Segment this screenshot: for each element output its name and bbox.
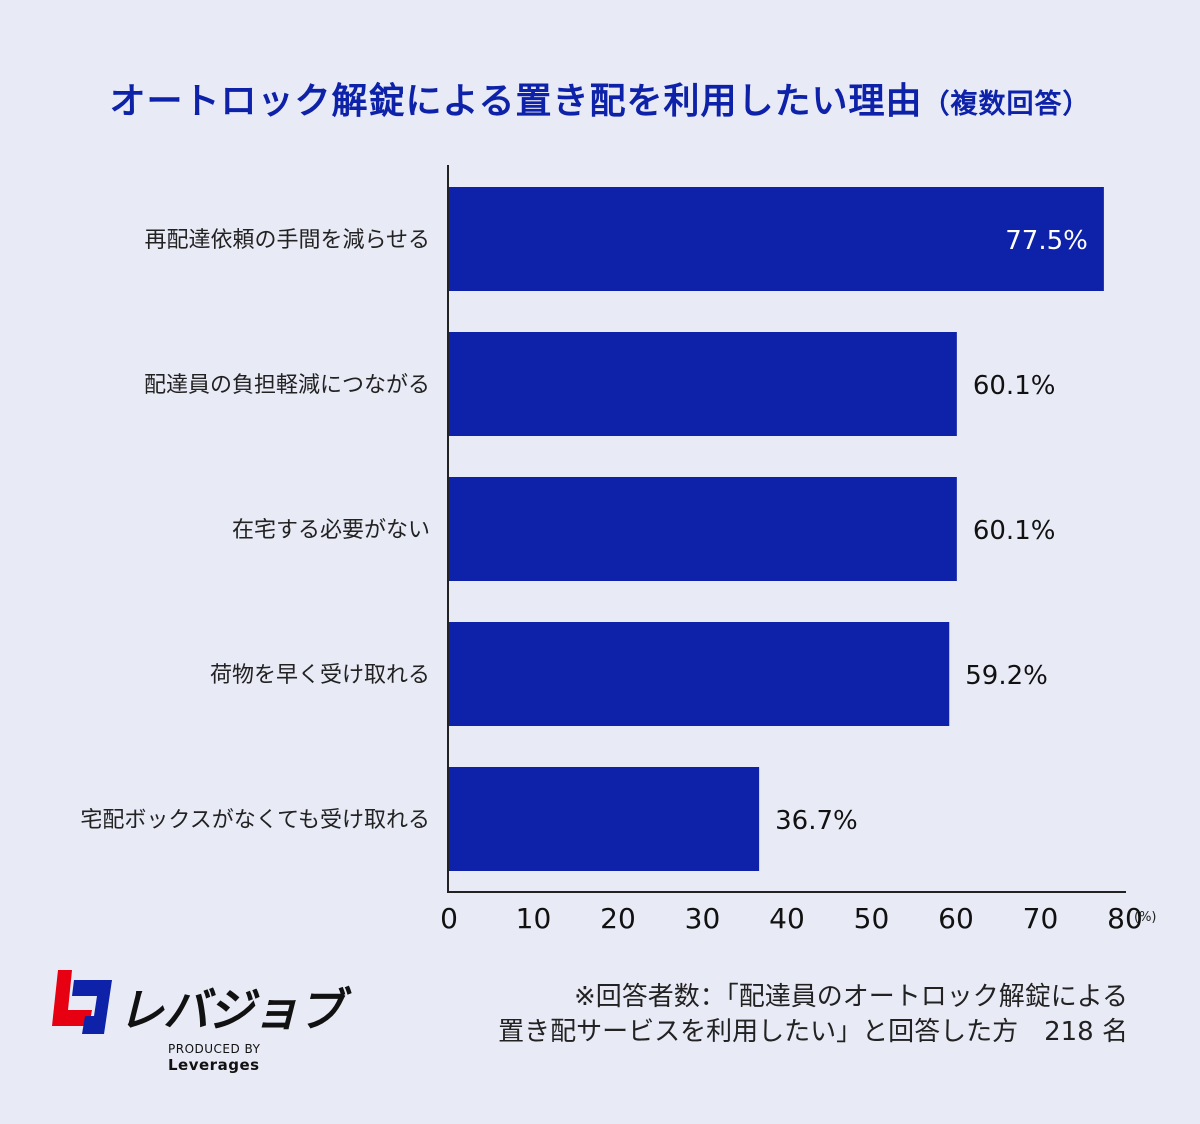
x-axis-unit: (%) <box>1134 910 1157 925</box>
leverages-logo: レバジョブ PRODUCED BY Leverages <box>52 968 352 1074</box>
value-label: 59.2% <box>965 661 1048 691</box>
produced-by-text: PRODUCED BY <box>168 1042 261 1056</box>
bar <box>449 622 950 726</box>
category-label: 配達員の負担軽減につながる <box>144 373 430 398</box>
category-label: 再配達依頼の手間を減らせる <box>144 228 430 253</box>
value-label: 36.7% <box>775 806 858 836</box>
x-tick-label: 80 <box>1107 902 1143 935</box>
x-tick-label: 50 <box>854 902 890 935</box>
footnote-line-1: ※回答者数：「配達員のオートロック解錠による <box>573 982 1128 1012</box>
x-tick-label: 60 <box>938 902 974 935</box>
x-tick-label: 40 <box>769 902 805 935</box>
value-label: 60.1% <box>973 371 1056 401</box>
bar <box>449 477 957 581</box>
value-label: 77.5% <box>1005 226 1088 256</box>
bar <box>449 332 957 436</box>
subtitle-text: （複数回答） <box>922 89 1091 120</box>
value-label: 60.1% <box>973 516 1056 546</box>
logo-wordmark: レバジョブ <box>118 983 344 1037</box>
x-tick-label: 30 <box>685 902 721 935</box>
title-text: オートロック解錠による置き配を利用したい理由 <box>109 81 923 122</box>
footnote-line-2: 置き配サービスを利用したい」と回答した方 218 名 <box>498 1017 1128 1048</box>
x-tick-label: 0 <box>440 902 458 935</box>
chart-title: オートロック解錠による置き配を利用したい理由（複数回答） <box>0 72 1200 124</box>
bar <box>449 187 1104 291</box>
category-label: 宅配ボックスがなくても受け取れる <box>80 808 430 833</box>
x-tick-label: 10 <box>516 902 552 935</box>
logo-produced-by: PRODUCED BY Leverages <box>168 1042 352 1074</box>
respondent-footnote: ※回答者数：「配達員のオートロック解錠による 置き配サービスを利用したい」と回答… <box>498 980 1128 1050</box>
category-label: 荷物を早く受け取れる <box>210 663 430 688</box>
logo-mark-icon <box>52 970 112 1034</box>
company-name: Leverages <box>168 1056 260 1074</box>
category-label: 在宅する必要がない <box>232 518 430 543</box>
x-tick-label: 20 <box>600 902 636 935</box>
x-tick-label: 70 <box>1023 902 1059 935</box>
bar <box>449 767 760 871</box>
